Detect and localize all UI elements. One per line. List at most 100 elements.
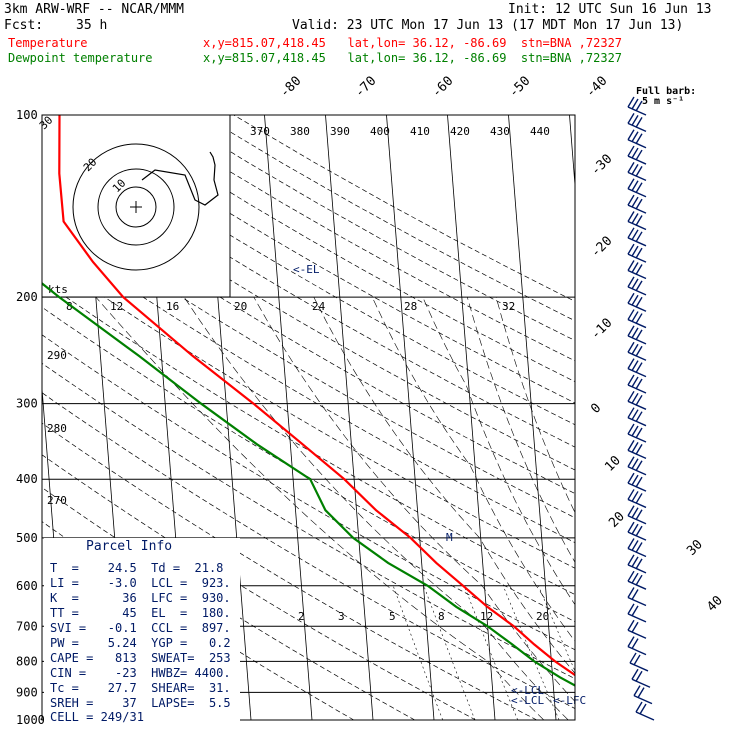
- wind-barb-shaft: [627, 466, 647, 476]
- isotherm-tick-label: -60: [429, 74, 456, 101]
- wind-barb-flag: [631, 621, 639, 633]
- wind-barb-flag: [631, 343, 639, 355]
- wind-barb-flag: [627, 194, 635, 206]
- wind-barb-shaft: [627, 645, 647, 656]
- wind-barb-flag: [627, 325, 635, 337]
- wind-barb-flag: [635, 427, 643, 439]
- wind-barb-shaft: [627, 220, 647, 231]
- dry-adiabat: [42, 306, 575, 623]
- wind-barb-flag: [631, 229, 639, 241]
- wind-barb-flag: [627, 619, 635, 631]
- el-marker: <-EL: [293, 263, 320, 276]
- wind-barb-shaft: [627, 417, 647, 427]
- wind-barb-flag: [635, 296, 643, 308]
- parcel-row: TT = 45 EL = 180.: [50, 606, 231, 620]
- wind-barb-flag: [631, 294, 639, 306]
- dry-adiabat: [75, 115, 575, 404]
- wind-barb-flag: [635, 133, 643, 145]
- isotherm-line: [447, 115, 496, 720]
- wind-barb-flag: [635, 329, 643, 341]
- wind-barb-flag: [631, 458, 639, 470]
- theta-left-label: 290: [47, 349, 67, 362]
- wind-barb-flag: [635, 149, 643, 161]
- dew-legend: Dewpoint temperature: [8, 51, 153, 65]
- wind-barb-shaft: [631, 678, 651, 688]
- mixing-ratio-line: [538, 585, 575, 672]
- wind-barb-shaft: [627, 155, 647, 165]
- wind-barb-shaft: [627, 253, 647, 263]
- isotherm-tick-label: 10: [602, 453, 624, 475]
- valid-time: Valid: 23 UTC Mon 17 Jun 13 (17 MDT Mon …: [292, 18, 684, 33]
- wind-barb-flag: [635, 509, 643, 521]
- wind-barb-flag: [627, 309, 635, 320]
- model-title: 3km ARW-WRF -- NCAR/MMM: [4, 2, 185, 17]
- isotherm-tick-label: -50: [506, 74, 533, 101]
- lcl-marker: <-LCL: [511, 684, 544, 697]
- isotherm-tick-label: -40: [583, 74, 610, 101]
- wind-barb-flag: [627, 358, 635, 369]
- parcel-row: CAPE = 813 SWEAT= 253: [50, 651, 231, 665]
- moist-adiabat: [495, 297, 575, 514]
- wind-barb-shaft: [627, 515, 647, 525]
- temperature-line: [58, 115, 575, 677]
- wind-barb-flag: [633, 685, 641, 697]
- parcel-info-title: Parcel Info: [86, 539, 173, 554]
- isotherm-tick-label: -80: [277, 74, 304, 101]
- theta-left-label: 270: [47, 494, 67, 507]
- wind-barb-shaft: [629, 662, 649, 672]
- mixing-ratio-label: 3: [338, 610, 345, 623]
- lcl-dry-marker: <-LCL: [511, 694, 544, 707]
- wind-barb-shaft: [635, 711, 655, 721]
- wind-barb-flag: [631, 425, 639, 437]
- wind-barb-flag: [631, 147, 639, 159]
- wind-barb-flag: [635, 100, 643, 112]
- mixing-ratio-label: 20: [536, 610, 549, 623]
- wind-barb-flag: [631, 392, 639, 404]
- wind-barb-shaft: [627, 269, 647, 280]
- dry-adiabat: [170, 115, 575, 341]
- wind-barb-flag: [631, 589, 639, 600]
- wind-barb-flag: [635, 525, 643, 537]
- wind-barb-flag: [635, 394, 643, 406]
- wind-barb-flag: [635, 411, 643, 423]
- wind-barb-shaft: [627, 171, 647, 182]
- wind-barb-flag: [635, 378, 643, 390]
- wind-barb-flag: [635, 362, 643, 373]
- fcst-label: Fcst:: [4, 18, 44, 33]
- theta-label: 410: [410, 125, 430, 138]
- wind-barb-flag: [627, 440, 635, 451]
- theta-label: 390: [330, 125, 350, 138]
- isotherm-tick-label: 0: [588, 401, 604, 417]
- theta-label: 370: [250, 125, 270, 138]
- wind-barb-shaft: [627, 596, 647, 607]
- wind-barb-flag: [627, 570, 635, 582]
- dew-location: x,y=815.07,418.45 lat,lon= 36.12, -86.69…: [203, 51, 623, 65]
- wind-barb-flag: [635, 670, 643, 682]
- wind-barb-shaft: [627, 335, 647, 345]
- wind-barb-flag: [631, 278, 639, 290]
- wind-barb-flag: [635, 247, 643, 259]
- wind-barb-flag: [627, 505, 635, 517]
- wind-barb-flag: [635, 701, 643, 713]
- wind-barb-flag: [631, 605, 639, 617]
- wind-barbs: [627, 96, 655, 721]
- sounding-series: [42, 115, 575, 687]
- dry-adiabat: [42, 280, 575, 595]
- isotherm-line: [325, 115, 374, 720]
- thetae-label: 12: [110, 300, 123, 313]
- wind-barb-flag: [627, 145, 635, 157]
- pressure-tick-label: 300: [16, 397, 38, 411]
- wind-barb-shaft: [627, 351, 647, 361]
- isotherm-line: [264, 115, 313, 720]
- pressure-axis: 100 200 300 400 500 600 700 800 900 1000: [16, 108, 45, 727]
- wind-barb-shaft: [627, 367, 647, 378]
- wind-barb-flag: [627, 603, 635, 615]
- isotherm-line: [386, 115, 435, 720]
- wind-barb-flag: [627, 489, 635, 500]
- wind-barb-flag: [631, 196, 639, 208]
- wind-barb-flag: [635, 116, 643, 128]
- moist-adiabat: [371, 296, 575, 642]
- hodograph: 10 20 30 kts: [37, 114, 231, 298]
- wind-barb-flag: [631, 213, 639, 224]
